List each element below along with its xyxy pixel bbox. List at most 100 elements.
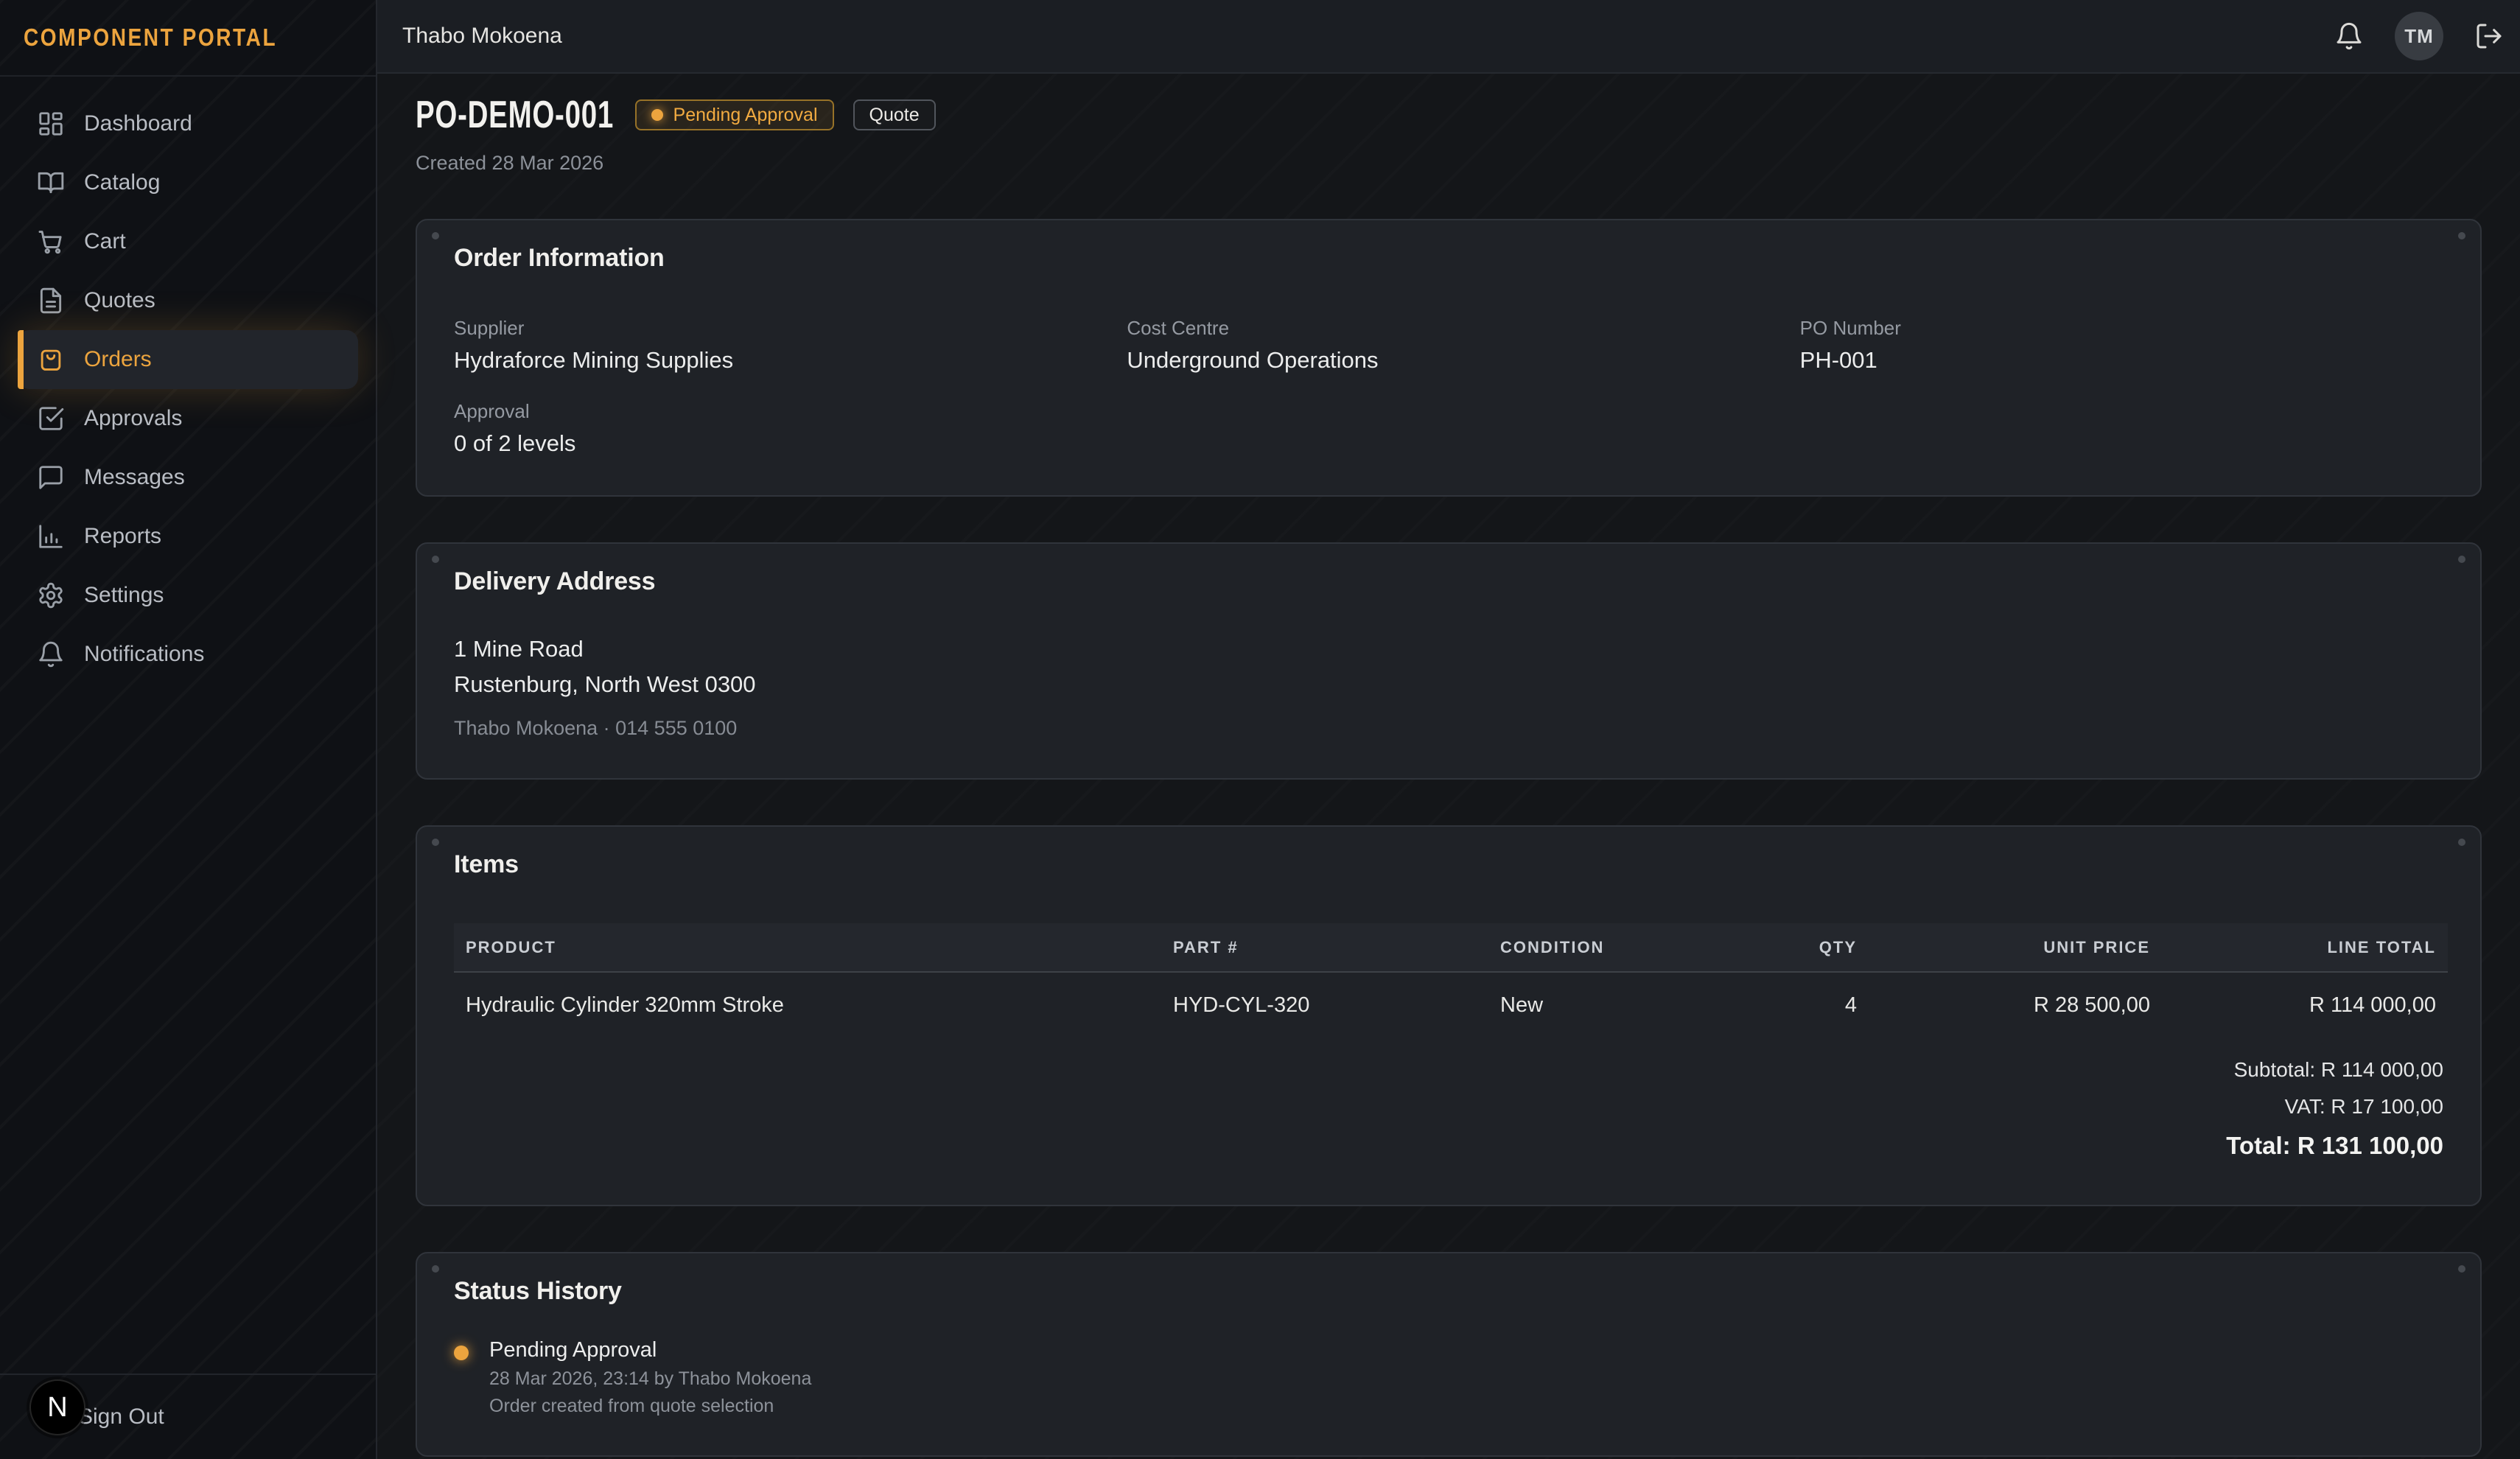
messages-icon xyxy=(37,463,65,491)
items-heading: Items xyxy=(454,850,519,878)
status-dot-icon xyxy=(651,109,663,121)
page-content: PO-DEMO-001 Pending Approval Quote Creat… xyxy=(377,74,2520,1459)
status-history-entry-body: Pending Approval 28 Mar 2026, 23:14 by T… xyxy=(489,1338,811,1417)
avatar-initials: TM xyxy=(2404,24,2434,47)
column-header-qty: QTY xyxy=(1695,923,1869,973)
vat-line: VAT: R 17 100,00 xyxy=(2284,1095,2443,1118)
corner-dot-icon xyxy=(2458,839,2465,846)
field-label: Supplier xyxy=(454,317,525,339)
field-po-number: PO Number PH-001 xyxy=(1800,317,2443,374)
entry-status: Pending Approval xyxy=(489,1338,657,1362)
sidebar-item-dashboard[interactable]: Dashboard xyxy=(18,94,358,153)
total-line: Total: R 131 100,00 xyxy=(2226,1132,2443,1159)
orders-icon xyxy=(37,346,65,374)
sidebar-nav: Dashboard Catalog Cart Quotes xyxy=(0,77,376,1374)
corner-dot-icon xyxy=(2458,1265,2465,1273)
field-value: Hydraforce Mining Supplies xyxy=(454,347,734,373)
field-label: Cost Centre xyxy=(1127,317,1230,339)
sidebar-item-label: Cart xyxy=(84,229,126,253)
delivery-contact: Thabo Mokoena · 014 555 0100 xyxy=(454,717,738,739)
sidebar-item-quotes[interactable]: Quotes xyxy=(18,271,358,330)
corner-dot-icon xyxy=(432,232,439,239)
logo-area: COMPONENT PORTAL xyxy=(0,0,376,77)
sidebar-item-notifications[interactable]: Notifications xyxy=(18,625,358,684)
sidebar-item-approvals[interactable]: Approvals xyxy=(18,389,358,448)
sidebar-item-label: Dashboard xyxy=(84,111,192,136)
app-logo: COMPONENT PORTAL xyxy=(24,24,278,51)
page-title: PO-DEMO-001 xyxy=(416,94,615,136)
cell-qty: 4 xyxy=(1844,993,1857,1017)
field-approval: Approval 0 of 2 levels xyxy=(454,400,1097,457)
sign-out-button[interactable]: Sign Out N xyxy=(0,1374,376,1459)
order-type-badge: Quote xyxy=(853,99,936,130)
column-header-unit-price: UNIT PRICE xyxy=(1869,923,2162,973)
sidebar-item-orders[interactable]: Orders xyxy=(18,330,358,389)
status-badge: Pending Approval xyxy=(634,99,834,130)
quotes-icon xyxy=(37,287,65,315)
logout-icon[interactable] xyxy=(2473,20,2505,52)
sidebar-item-label: Approvals xyxy=(84,406,183,430)
order-information-heading: Order Information xyxy=(454,244,665,272)
sidebar-item-reports[interactable]: Reports xyxy=(18,507,358,566)
column-header-product: PRODUCT xyxy=(454,923,1161,973)
sidebar-item-label: Catalog xyxy=(84,170,161,195)
field-value: Underground Operations xyxy=(1127,347,1379,373)
sidebar: COMPONENT PORTAL Dashboard Catalog Cart xyxy=(0,0,377,1459)
column-header-condition: CONDITION xyxy=(1488,923,1695,973)
main-area: Thabo Mokoena TM PO-DEMO-001 Pending App… xyxy=(377,0,2520,1459)
cart-icon xyxy=(37,228,65,256)
status-history-card: Status History Pending Approval 28 Mar 2… xyxy=(416,1252,2482,1457)
dashboard-icon xyxy=(37,110,65,138)
cell-unit-price: R 28 500,00 xyxy=(2033,993,2150,1017)
items-table: PRODUCT PART # CONDITION QTY UNIT PRICE … xyxy=(454,923,2448,1038)
sidebar-item-cart[interactable]: Cart xyxy=(18,212,358,271)
items-table-header-row: PRODUCT PART # CONDITION QTY UNIT PRICE … xyxy=(454,923,2448,973)
field-label: Approval xyxy=(454,400,530,422)
table-row: Hydraulic Cylinder 320mm Stroke HYD-CYL-… xyxy=(454,972,2448,1038)
cell-line-total: R 114 000,00 xyxy=(2309,993,2436,1017)
entry-note: Order created from quote selection xyxy=(489,1396,774,1416)
sign-out-label: Sign Out xyxy=(78,1404,164,1429)
notifications-bell-icon[interactable] xyxy=(2333,20,2365,52)
topbar-actions: TM xyxy=(2333,12,2505,60)
cell-condition: New xyxy=(1500,993,1544,1017)
column-header-line-total: LINE TOTAL xyxy=(2162,923,2448,973)
items-totals: Subtotal: R 114 000,00 VAT: R 17 100,00 … xyxy=(454,1052,2443,1166)
cell-part: HYD-CYL-320 xyxy=(1173,993,1310,1017)
settings-icon xyxy=(37,581,65,609)
sidebar-item-label: Settings xyxy=(84,583,164,607)
corner-dot-icon xyxy=(432,1265,439,1273)
created-date: Created 28 Mar 2026 xyxy=(416,152,604,174)
status-history-heading: Status History xyxy=(454,1277,622,1305)
sidebar-item-label: Notifications xyxy=(84,642,205,666)
field-value: 0 of 2 levels xyxy=(454,430,576,456)
sidebar-item-messages[interactable]: Messages xyxy=(18,448,358,507)
sidebar-item-label: Messages xyxy=(84,465,185,489)
catalog-icon xyxy=(37,169,65,197)
items-card: Items PRODUCT PART # CONDITION QTY UNIT … xyxy=(416,825,2482,1206)
sidebar-item-catalog[interactable]: Catalog xyxy=(18,153,358,212)
corner-dot-icon xyxy=(2458,232,2465,239)
status-history-entry: Pending Approval 28 Mar 2026, 23:14 by T… xyxy=(454,1338,2443,1417)
delivery-address-lines: 1 Mine Road Rustenburg, North West 0300 xyxy=(454,631,2443,702)
topbar-user-name: Thabo Mokoena xyxy=(402,24,562,48)
subtotal-line: Subtotal: R 114 000,00 xyxy=(2233,1058,2443,1081)
nextjs-dev-badge-letter: N xyxy=(47,1391,68,1423)
entry-timestamp: 28 Mar 2026, 23:14 by Thabo Mokoena xyxy=(489,1368,812,1389)
approvals-icon xyxy=(37,405,65,433)
address-line-1: 1 Mine Road xyxy=(454,636,584,662)
sidebar-item-label: Orders xyxy=(84,347,152,371)
bell-icon xyxy=(37,640,65,668)
corner-dot-icon xyxy=(432,556,439,563)
corner-dot-icon xyxy=(432,839,439,846)
reports-icon xyxy=(37,522,65,550)
avatar[interactable]: TM xyxy=(2395,12,2443,60)
column-header-part: PART # xyxy=(1161,923,1488,973)
nextjs-dev-badge[interactable]: N xyxy=(29,1379,85,1435)
field-supplier: Supplier Hydraforce Mining Supplies xyxy=(454,317,1097,374)
status-badge-label: Pending Approval xyxy=(673,104,818,125)
address-line-2: Rustenburg, North West 0300 xyxy=(454,671,756,697)
status-dot-icon xyxy=(454,1346,469,1360)
sidebar-item-settings[interactable]: Settings xyxy=(18,566,358,625)
